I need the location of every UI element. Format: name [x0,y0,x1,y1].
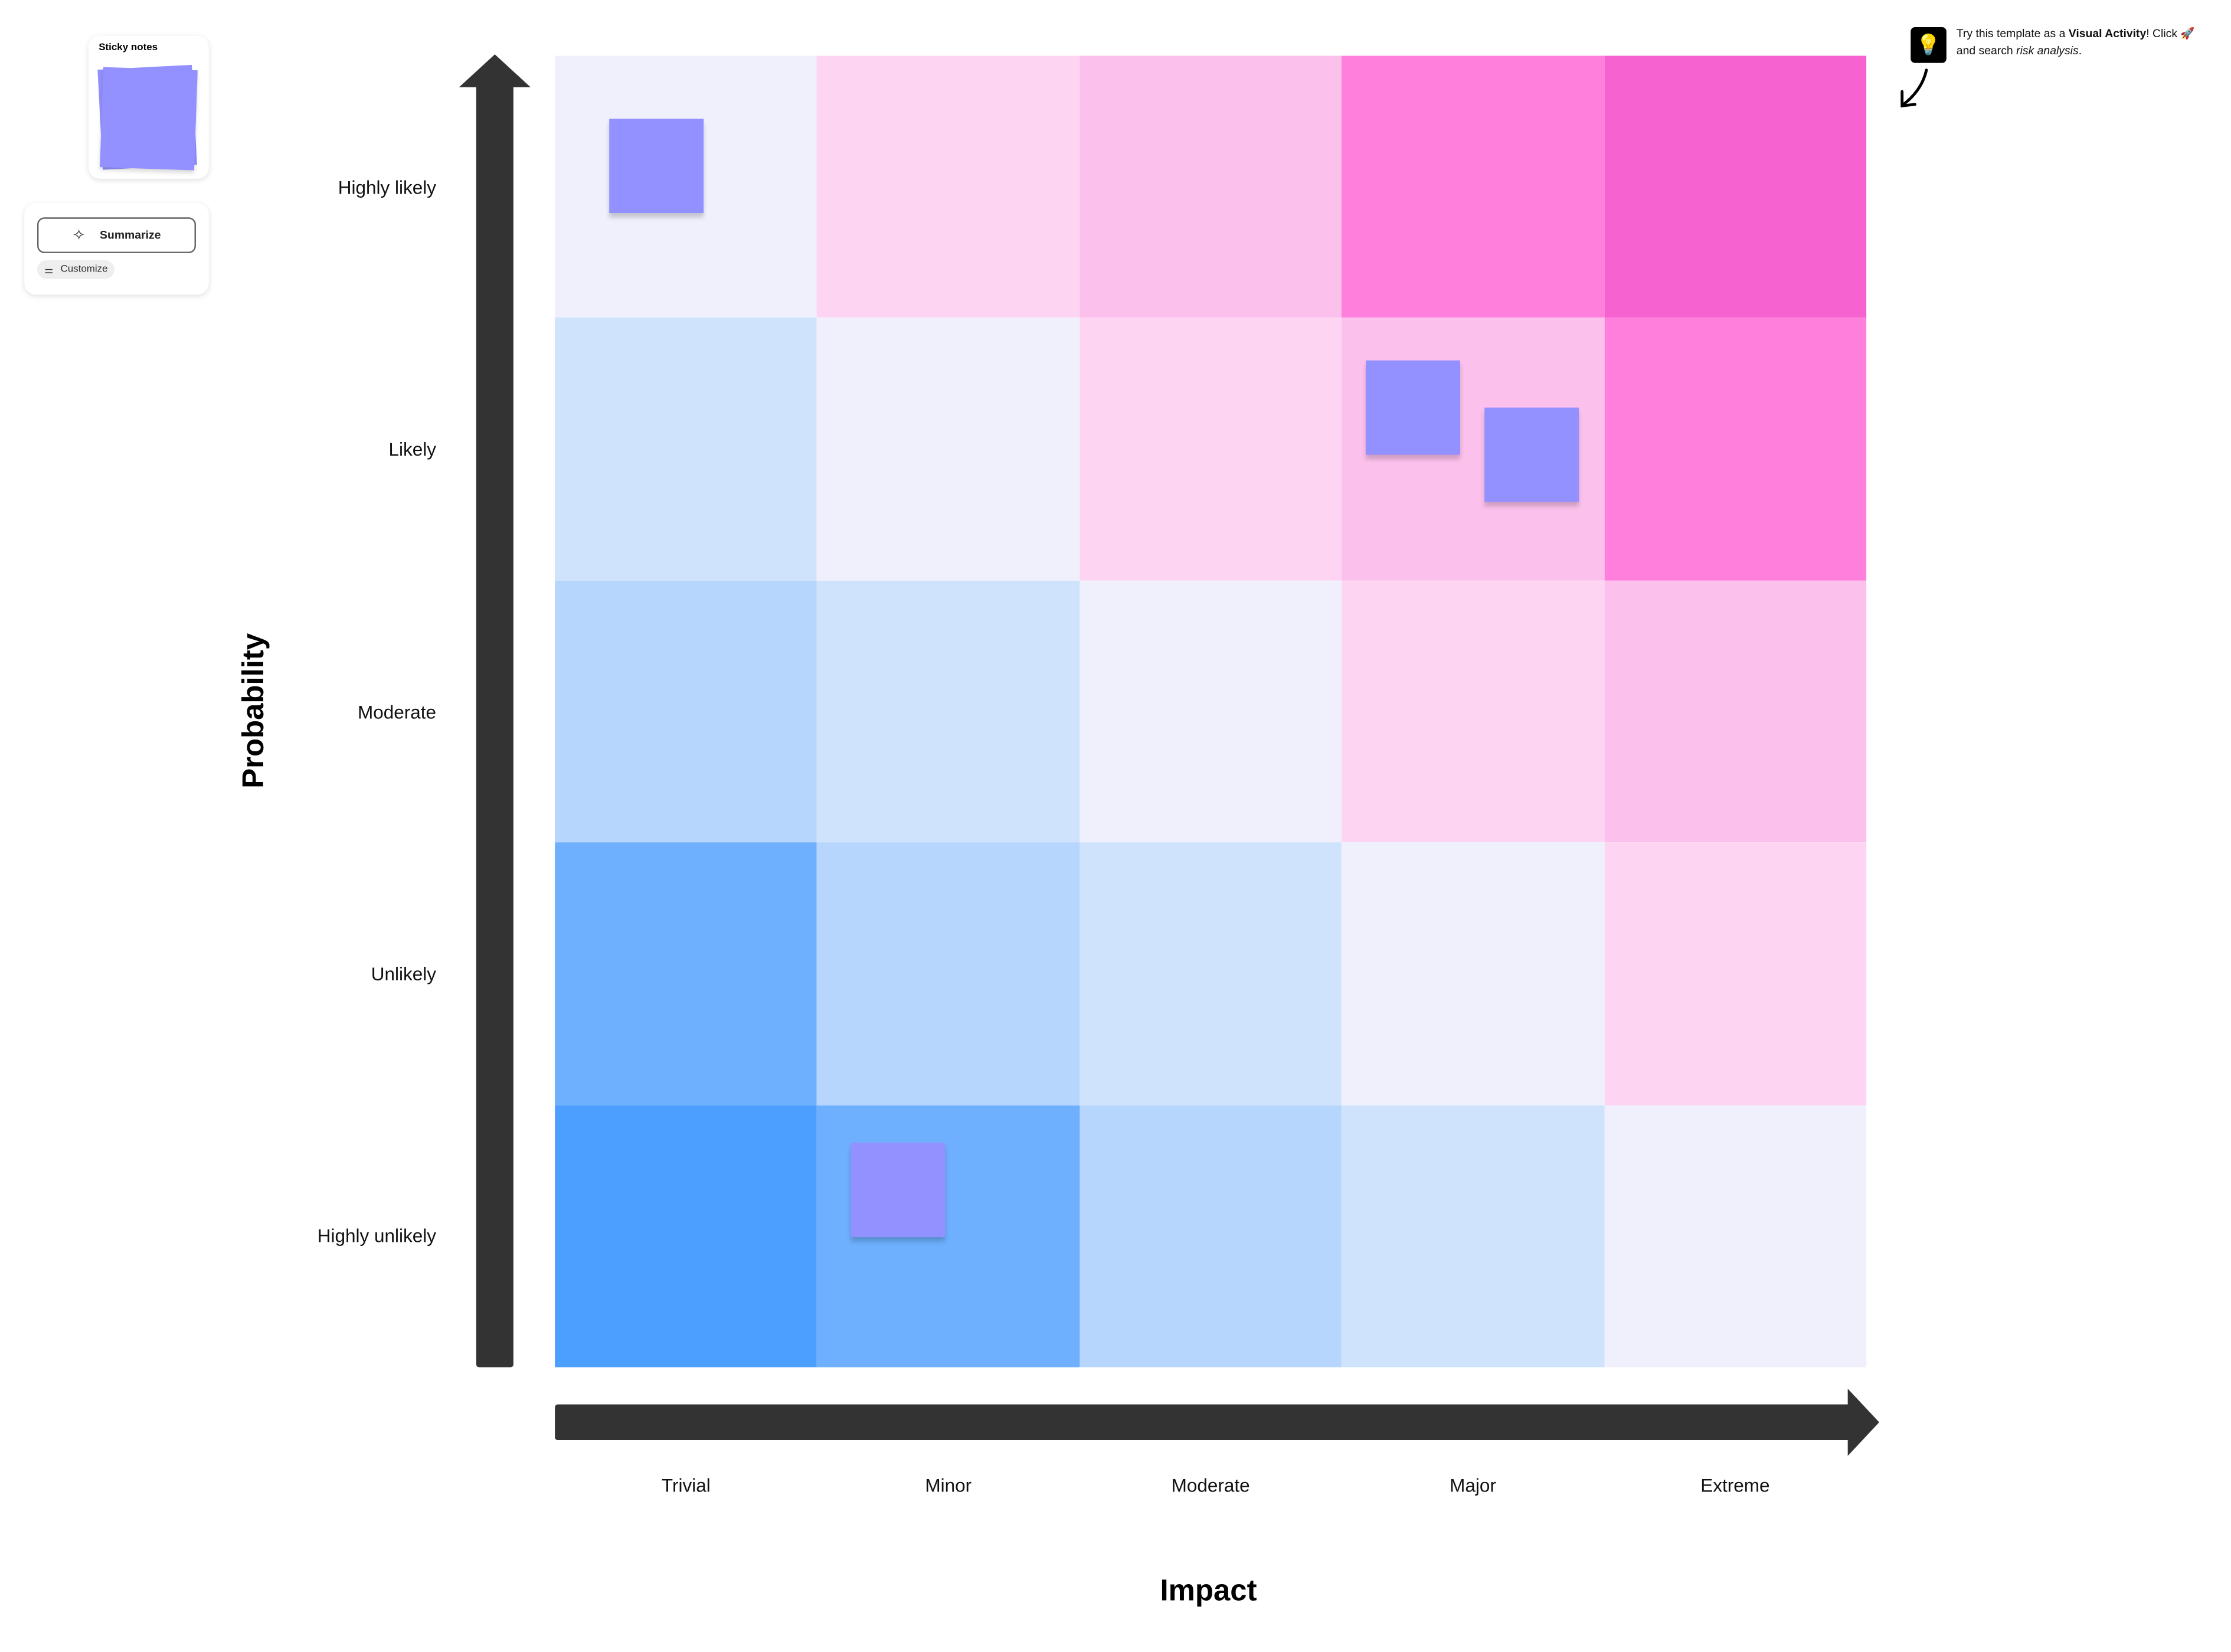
sticky-note[interactable] [609,119,704,214]
sticky-notes-title: Sticky notes [99,42,158,53]
sticky-note[interactable] [1366,361,1461,456]
matrix-cell [555,842,817,1105]
matrix-cell [1342,1105,1604,1368]
sparkle-icon: ✧ [72,227,86,245]
matrix-cell [1079,318,1342,581]
probability-axis-arrow [459,54,531,1368]
column-label: Trivial [661,1474,711,1496]
matrix-cell [1604,1105,1867,1368]
lightbulb-icon: 💡 [1911,27,1947,63]
matrix-cell [1079,55,1342,318]
x-axis-title: Impact [1160,1574,1257,1608]
tip-text: Try this template as a Visual Activity! … [1956,27,2195,57]
row-label: Highly likely [338,176,437,198]
summarize-button[interactable]: ✧ Summarize [37,217,196,253]
curved-arrow-icon [1900,68,1928,108]
matrix-cell [555,1105,817,1368]
impact-axis-arrow [555,1388,1879,1456]
row-label: Moderate [357,701,437,722]
matrix-cell [1342,580,1604,843]
row-label: Likely [388,438,437,460]
sliders-icon: ⚌ [44,265,54,276]
row-label: Unlikely [371,963,437,985]
column-label: Minor [925,1474,972,1496]
matrix-cell [1342,842,1604,1105]
summarize-widget: ✧ Summarize ⚌ Customize [24,203,209,295]
column-label: Extreme [1700,1474,1770,1496]
matrix-cell [1079,842,1342,1105]
rocket-icon: 🚀 [2180,27,2195,40]
summarize-label: Summarize [100,228,161,242]
customize-label: Customize [60,264,108,275]
customize-button[interactable]: ⚌ Customize [37,260,115,279]
sticky-stack-front [100,67,198,171]
matrix-cell [1604,55,1867,318]
matrix-cell [1604,842,1867,1105]
matrix-cell [817,318,1079,581]
matrix-cell [555,318,817,581]
matrix-cell [1604,318,1867,581]
risk-matrix-grid [555,55,1867,1368]
matrix-cell [817,55,1079,318]
visual-activity-link[interactable]: Visual Activity [2068,27,2147,40]
matrix-cell [1079,580,1342,843]
matrix-cell [1079,1105,1342,1368]
sticky-notes-widget[interactable]: Sticky notes [89,35,209,179]
matrix-cell [1604,580,1867,843]
matrix-cell [555,580,817,843]
row-label: Highly unlikely [317,1225,437,1247]
sticky-note[interactable] [851,1142,946,1236]
column-label: Moderate [1171,1474,1250,1496]
sticky-note[interactable] [1484,408,1579,503]
matrix-cell [817,580,1079,843]
column-label: Major [1450,1474,1496,1496]
matrix-cell [1342,55,1604,318]
y-axis-title: Probability [237,633,270,789]
matrix-cell [817,842,1079,1105]
